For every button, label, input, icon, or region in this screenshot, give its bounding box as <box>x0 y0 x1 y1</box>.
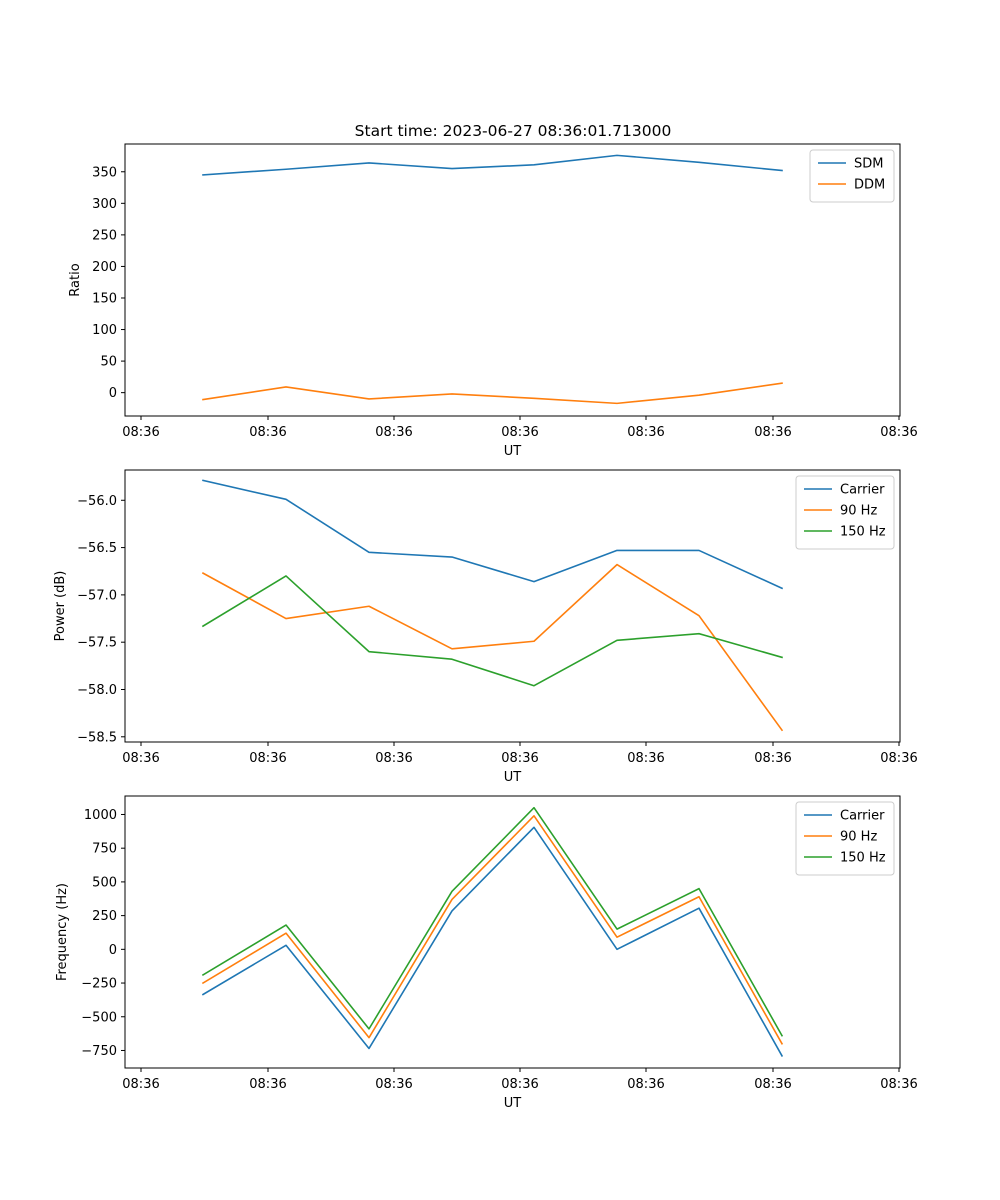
x-tick-label-2-1: 08:36 <box>122 751 159 766</box>
y-tick-label-3-4: 0 <box>109 943 117 958</box>
y-tick-label-2-5: −56.5 <box>77 541 117 556</box>
x-tick-label-1-6: 08:36 <box>754 425 791 440</box>
x-tick-label-1-1: 08:36 <box>122 425 159 440</box>
y-tick-label-1-2: 50 <box>100 355 117 370</box>
series-line-1-1 <box>202 154 783 176</box>
chart-panel-3: 08:36 08:36 08:36 08:36 08:36 08:36 08:36 −750 −… <box>55 795 918 1111</box>
legend-label-3-3: 150 Hz <box>840 851 886 866</box>
x-tick-label-3-3: 08:36 <box>375 1077 412 1092</box>
y-tick-label-2-1: −58.5 <box>77 730 117 745</box>
y-tick-label-1-8: 350 <box>92 165 117 180</box>
series-line-3-3 <box>201 806 784 1037</box>
x-tick-label-2-4: 08:36 <box>501 751 538 766</box>
y-tick-label-2-3: −57.5 <box>77 636 117 651</box>
y-tick-label-2-6: −56.0 <box>77 494 117 509</box>
legend-label-1-1: SDM <box>854 157 883 172</box>
x-tick-label-2-2: 08:36 <box>249 751 286 766</box>
panels: 08:36 08:36 08:36 08:36 08:36 08:36 08:36 0 50 10… <box>53 143 918 1111</box>
legend-label-2-1: Carrier <box>840 483 885 498</box>
chart-panel-2: 08:36 08:36 08:36 08:36 08:36 08:36 08:36 −58.5… <box>53 469 918 785</box>
y-tick-label-1-3: 100 <box>92 323 117 338</box>
series-line-1-2 <box>202 382 783 405</box>
legend-3: Carrier 90 Hz 150 Hz <box>795 801 895 876</box>
y-tick-label-1-7: 300 <box>92 197 117 212</box>
x-tick-label-2-7: 08:36 <box>880 751 917 766</box>
x-tick-label-2-5: 08:36 <box>627 751 664 766</box>
x-tick-label-3-2: 08:36 <box>249 1077 286 1092</box>
x-tick-label-3-7: 08:36 <box>880 1077 917 1092</box>
y-tick-label-3-3: −250 <box>81 977 117 992</box>
chart-panel-1: 08:36 08:36 08:36 08:36 08:36 08:36 08:36 0 50 10… <box>68 143 918 459</box>
legend-label-2-2: 90 Hz <box>840 504 877 519</box>
y-axis-label-3: Frequency (Hz) <box>55 883 70 981</box>
legend-label-1-2: DDM <box>854 178 885 193</box>
axes-frame-2 <box>124 469 901 743</box>
x-tick-label-3-6: 08:36 <box>754 1077 791 1092</box>
x-axis-label-3: UT <box>504 1096 522 1111</box>
series-line-2-2 <box>201 563 784 732</box>
series-line-2-3 <box>201 575 783 687</box>
x-tick-label-1-4: 08:36 <box>501 425 538 440</box>
figure-title: Start time: 2023-06-27 08:36:01.713000 <box>355 122 672 140</box>
y-tick-label-3-8: 1000 <box>84 808 117 823</box>
y-tick-label-2-2: −58.0 <box>77 683 117 698</box>
x-tick-label-2-6: 08:36 <box>754 751 791 766</box>
y-tick-label-2-4: −57.0 <box>77 588 117 603</box>
y-tick-label-3-5: 250 <box>92 909 117 924</box>
y-tick-label-3-7: 750 <box>92 842 117 857</box>
legend-label-3-1: Carrier <box>840 809 885 824</box>
y-tick-label-1-5: 200 <box>92 260 117 275</box>
series-line-2-1 <box>202 479 784 590</box>
y-tick-label-1-1: 0 <box>109 386 117 401</box>
legend-label-2-3: 150 Hz <box>840 525 886 540</box>
x-tick-label-3-4: 08:36 <box>501 1077 538 1092</box>
axes-frame-3 <box>124 795 901 1069</box>
x-axis-label-2: UT <box>504 770 522 785</box>
series-line-3-1 <box>201 826 784 1057</box>
y-axis-label-2: Power (dB) <box>53 571 68 642</box>
y-tick-label-3-2: −500 <box>81 1010 117 1025</box>
axes-frame-1 <box>124 143 901 417</box>
legend-2: Carrier 90 Hz 150 Hz <box>795 475 895 550</box>
x-tick-label-1-2: 08:36 <box>249 425 286 440</box>
x-tick-label-1-3: 08:36 <box>375 425 412 440</box>
y-tick-label-3-6: 500 <box>92 875 117 890</box>
y-tick-label-1-6: 250 <box>92 228 117 243</box>
x-tick-label-2-3: 08:36 <box>375 751 412 766</box>
x-tick-label-3-5: 08:36 <box>627 1077 664 1092</box>
legend-label-3-2: 90 Hz <box>840 830 877 845</box>
x-axis-label-1: UT <box>504 444 522 459</box>
x-tick-label-3-1: 08:36 <box>122 1077 159 1092</box>
x-tick-label-1-7: 08:36 <box>880 425 917 440</box>
y-axis-label-1: Ratio <box>68 263 83 296</box>
series-line-3-2 <box>201 815 784 1045</box>
y-tick-label-1-4: 150 <box>92 291 117 306</box>
y-tick-label-3-1: −750 <box>81 1044 117 1059</box>
x-tick-label-1-5: 08:36 <box>627 425 664 440</box>
legend-1: SDM DDM <box>809 149 895 203</box>
